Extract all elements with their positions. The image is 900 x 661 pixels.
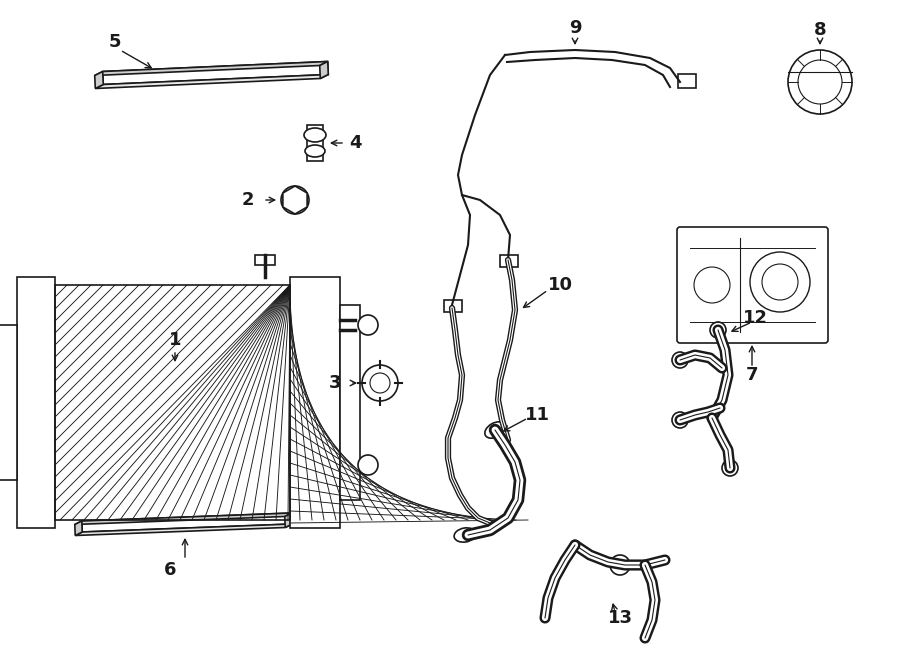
Polygon shape [95,75,328,89]
Bar [55,285,290,520]
Text: 3: 3 [328,374,341,392]
Circle shape [362,365,398,401]
Bar [340,305,360,500]
Text: 7: 7 [746,366,758,384]
Text: 9: 9 [569,19,581,37]
Text: 5: 5 [109,33,122,51]
Polygon shape [284,513,292,527]
Bar [678,74,696,88]
Polygon shape [82,513,292,532]
Polygon shape [94,71,104,89]
Text: 10: 10 [547,276,572,294]
Circle shape [672,352,688,368]
Circle shape [610,555,630,575]
Text: 6: 6 [164,561,176,579]
Ellipse shape [305,145,325,157]
Polygon shape [94,61,328,75]
Text: 12: 12 [742,309,768,327]
Text: 8: 8 [814,21,826,39]
Ellipse shape [304,128,326,142]
Text: 4: 4 [349,134,361,152]
Polygon shape [103,61,328,85]
Circle shape [788,50,852,114]
Circle shape [358,455,378,475]
Polygon shape [320,61,328,79]
Circle shape [358,315,378,335]
Bar [307,125,323,161]
FancyBboxPatch shape [677,227,828,343]
Bar [500,255,518,267]
Bar [0,325,17,480]
Circle shape [722,460,738,476]
Circle shape [672,412,688,428]
Polygon shape [283,186,307,214]
Text: 11: 11 [525,406,550,424]
Text: 1: 1 [169,331,181,349]
Circle shape [281,186,309,214]
Text: 2: 2 [242,191,254,209]
Circle shape [710,322,726,338]
Bar [17,277,55,528]
Bar [444,300,462,312]
Bar [255,255,275,265]
Ellipse shape [485,422,505,438]
Bar [290,277,340,528]
Ellipse shape [454,528,476,542]
Polygon shape [76,524,292,535]
Polygon shape [75,513,292,525]
Polygon shape [75,521,82,535]
Text: 13: 13 [608,609,633,627]
